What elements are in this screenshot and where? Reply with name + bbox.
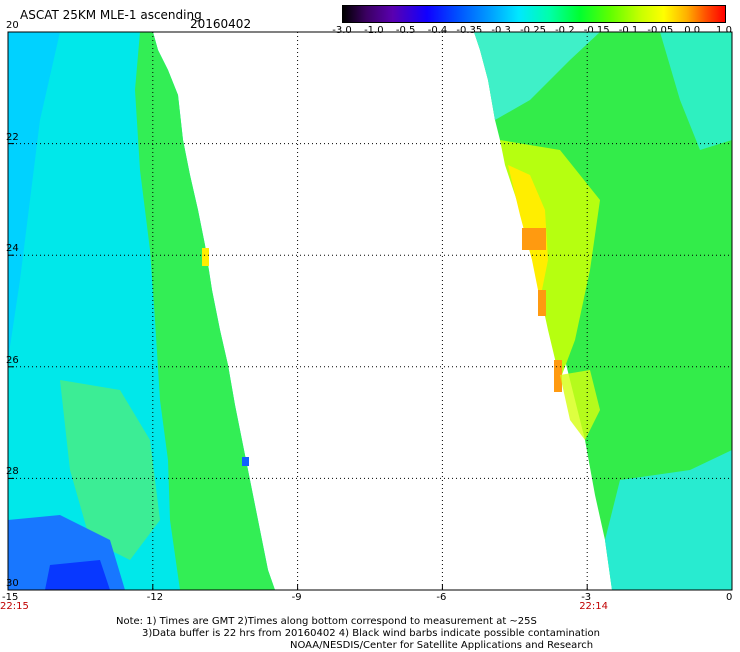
right-swath-orange-1 bbox=[522, 228, 546, 250]
latitude-label: 24 bbox=[6, 243, 19, 255]
color-scale-label: -0.1 bbox=[618, 25, 639, 36]
left-swath-light bbox=[8, 32, 60, 360]
map-date: 20160402 bbox=[190, 17, 252, 31]
color-scale-label: -3.0 bbox=[332, 25, 352, 36]
left-swath-deep-blue bbox=[45, 560, 110, 590]
color-scale-label: -0.2 bbox=[555, 25, 575, 36]
right-swath-cyan-bottom bbox=[605, 450, 732, 590]
longitude-label: -3 bbox=[581, 592, 592, 603]
color-scale-label: -0.15 bbox=[583, 25, 610, 36]
latitude-label: 26 bbox=[6, 354, 19, 366]
right-swath-orange-2 bbox=[538, 290, 546, 316]
color-scale-label: -0.05 bbox=[647, 25, 674, 36]
note-line-1: Note: 1) Times are GMT 2)Times along bot… bbox=[116, 616, 537, 627]
right-swath-orange-3 bbox=[554, 360, 562, 392]
time-label: 22:14 bbox=[579, 601, 609, 612]
color-scale-label: -1.0 bbox=[364, 25, 384, 36]
right-swath-cyan-right bbox=[660, 32, 732, 150]
note-line-2: 3)Data buffer is 22 hrs from 20160402 4)… bbox=[142, 628, 600, 639]
right-swath-yellow-low bbox=[560, 370, 600, 440]
note-line-3: NOAA/NESDIS/Center for Satellite Applica… bbox=[290, 640, 594, 651]
color-scale-label: 1.0 bbox=[716, 25, 732, 36]
longitude-label: -9 bbox=[291, 592, 302, 603]
left-swath-mid-green bbox=[60, 380, 160, 560]
latitude-label: 28 bbox=[6, 466, 19, 478]
color-scale-bar bbox=[342, 5, 726, 23]
color-scale-label: 0.0 bbox=[684, 25, 701, 36]
left-swath-yellow-pixel bbox=[202, 248, 209, 266]
latitude-label: 20 bbox=[6, 20, 19, 31]
axis-ticks bbox=[7, 31, 733, 591]
color-scale-label: -0.4 bbox=[427, 25, 448, 36]
map-title: ASCAT 25KM MLE-1 ascending bbox=[20, 8, 202, 22]
map-frame bbox=[7, 31, 733, 591]
longitude-label: -15 bbox=[2, 592, 19, 603]
color-scale-label: -0.3 bbox=[491, 25, 511, 36]
color-scale-label: -0.5 bbox=[395, 25, 416, 36]
latitude-label: 22 bbox=[6, 131, 19, 143]
color-scale-label: -0.25 bbox=[520, 25, 546, 36]
left-swath-green-edge bbox=[135, 32, 275, 590]
right-swath-cyan-top bbox=[474, 32, 600, 120]
color-scale-label: -0.35 bbox=[456, 25, 483, 36]
longitude-label: -6 bbox=[436, 592, 447, 603]
longitude-label: -12 bbox=[146, 592, 164, 603]
time-label: 22:15 bbox=[0, 601, 29, 612]
latitude-label: 30 bbox=[6, 578, 19, 589]
longitude-label: 0 bbox=[726, 592, 733, 603]
graticule bbox=[8, 32, 732, 590]
left-swath-blue-pixel bbox=[242, 457, 249, 466]
